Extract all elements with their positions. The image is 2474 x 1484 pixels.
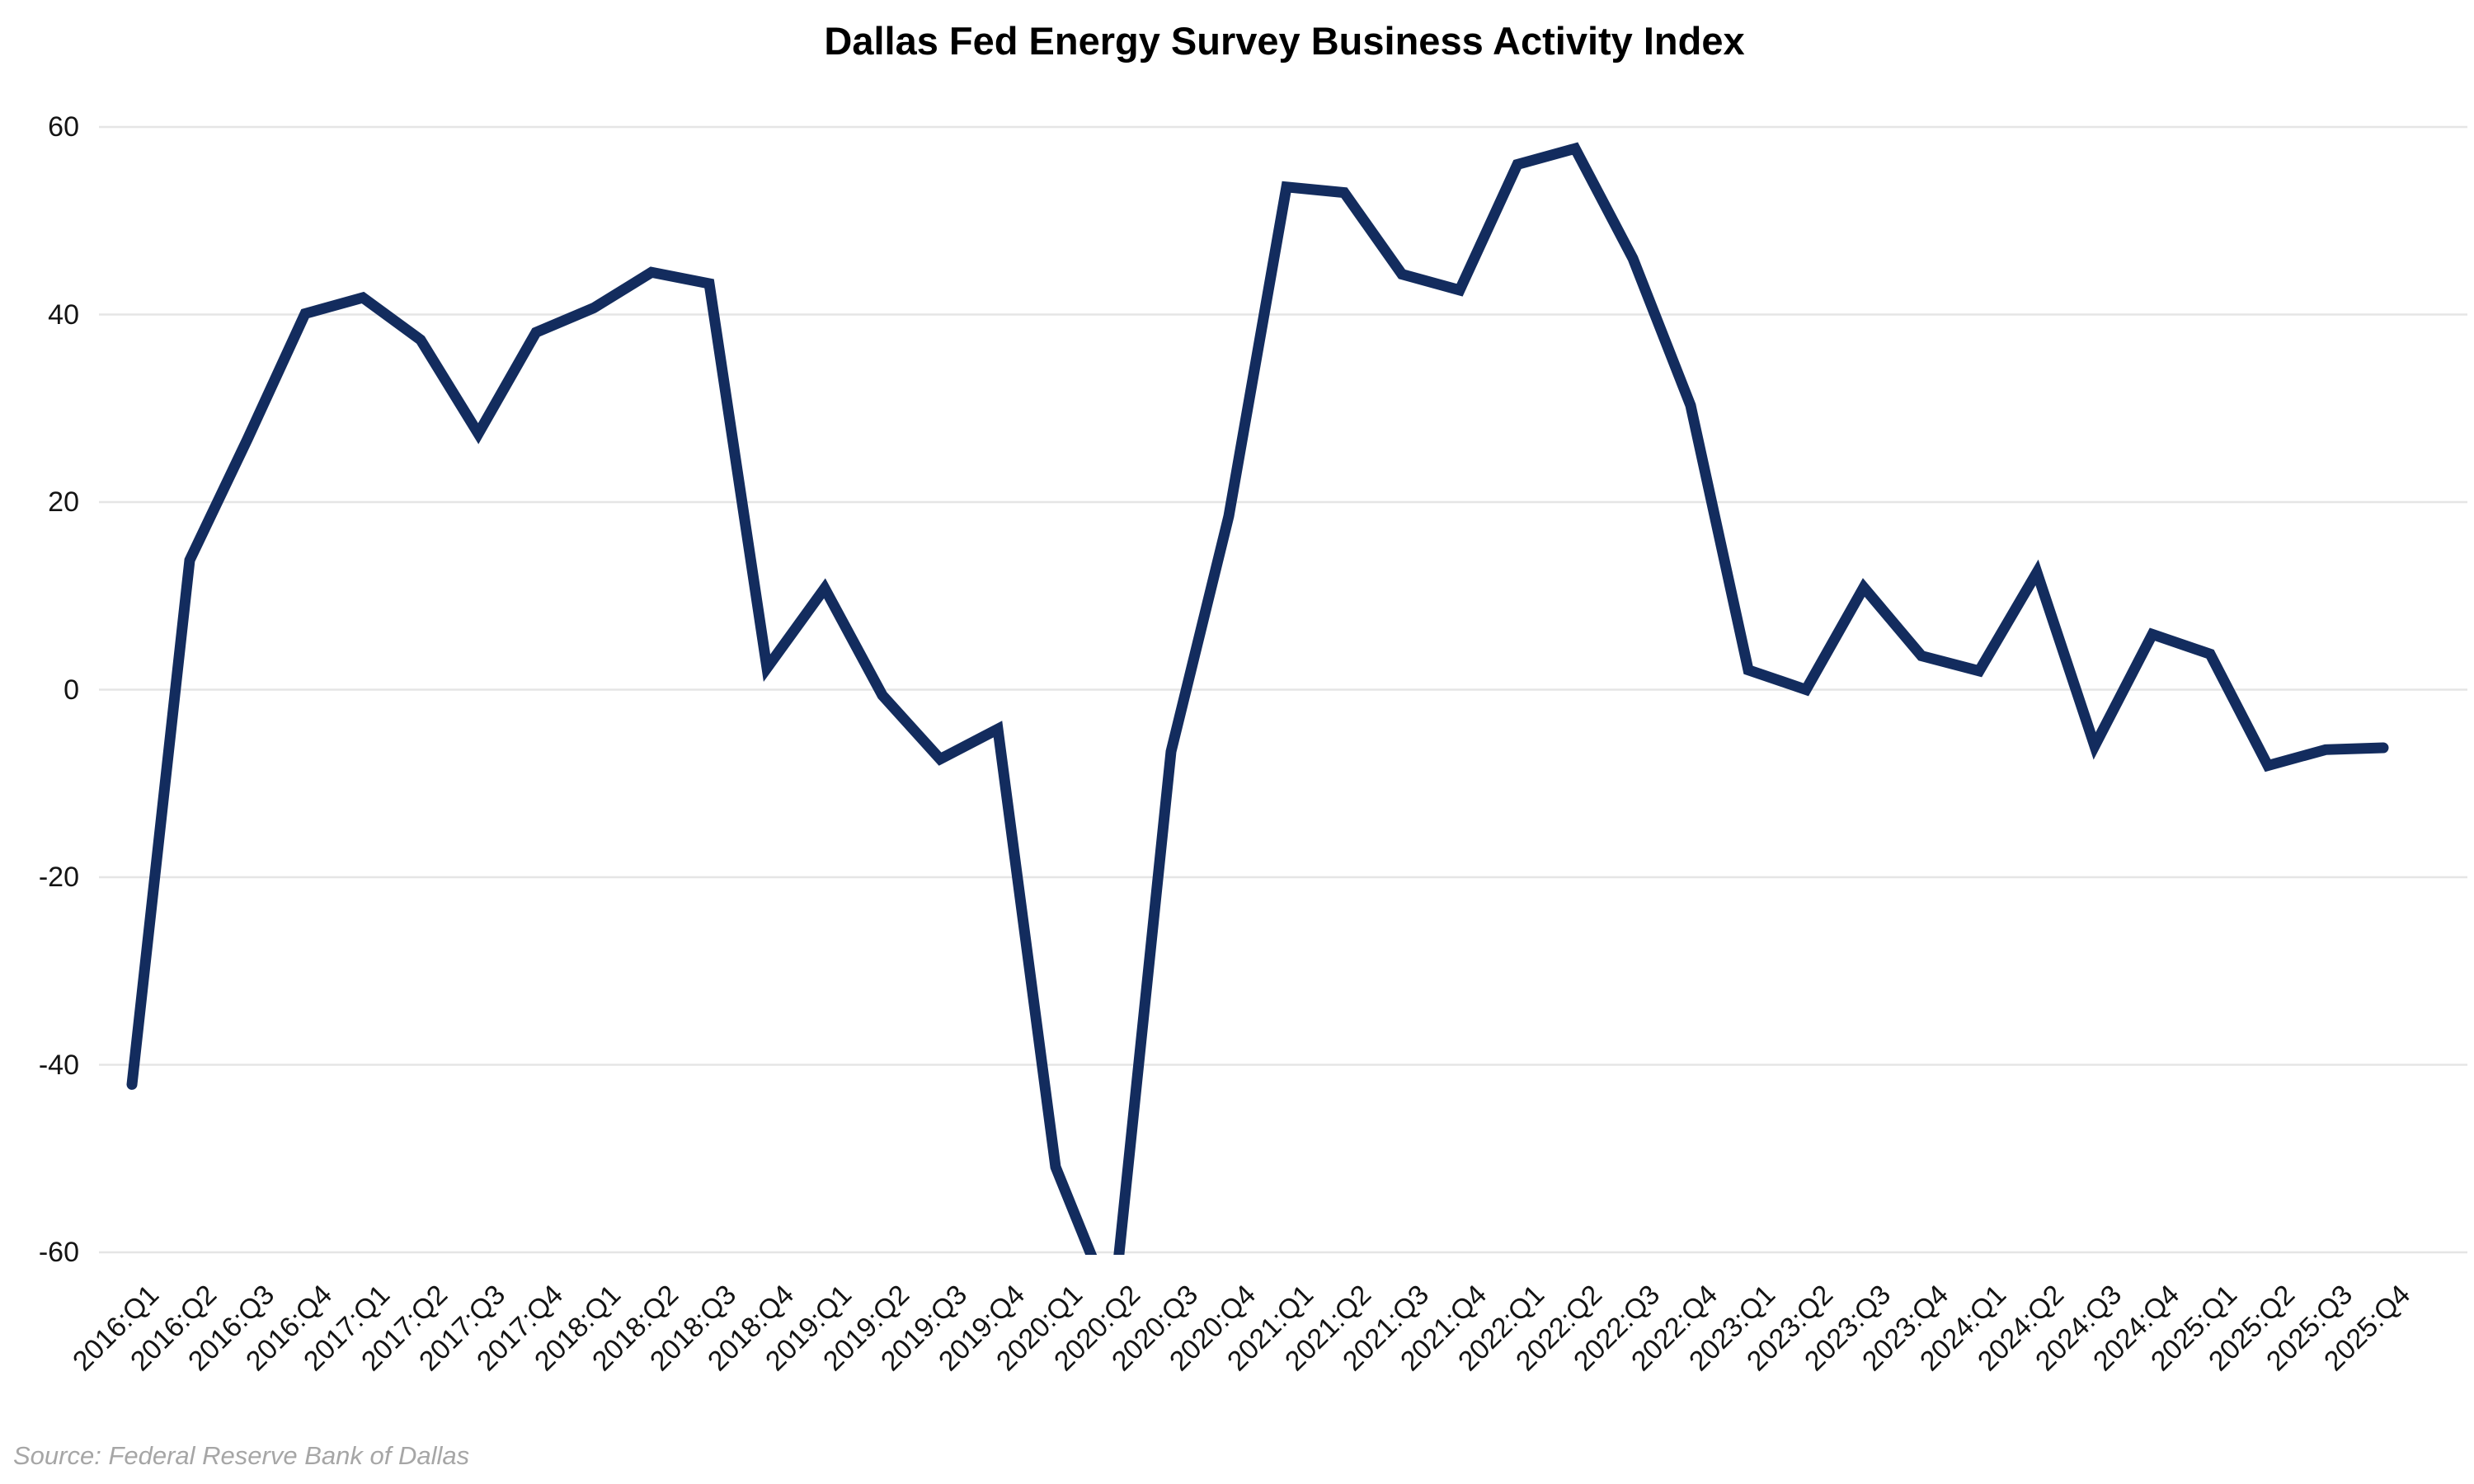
y-tick-label--20: -20 (38, 862, 79, 893)
y-tick-label-40: 40 (48, 298, 79, 331)
y-tick-label--60: -60 (38, 1237, 79, 1268)
y-tick-label--40: -40 (38, 1049, 79, 1081)
y-tick-label-0: 0 (63, 674, 79, 706)
y-tick-label-60: 60 (48, 111, 79, 143)
chart-title: Dallas Fed Energy Survey Business Activi… (824, 19, 1745, 63)
series-line-business-activity-index (126, 142, 2389, 1255)
y-tick-label-20: 20 (48, 486, 79, 518)
source-note: Source: Federal Reserve Bank of Dallas (13, 1441, 470, 1470)
